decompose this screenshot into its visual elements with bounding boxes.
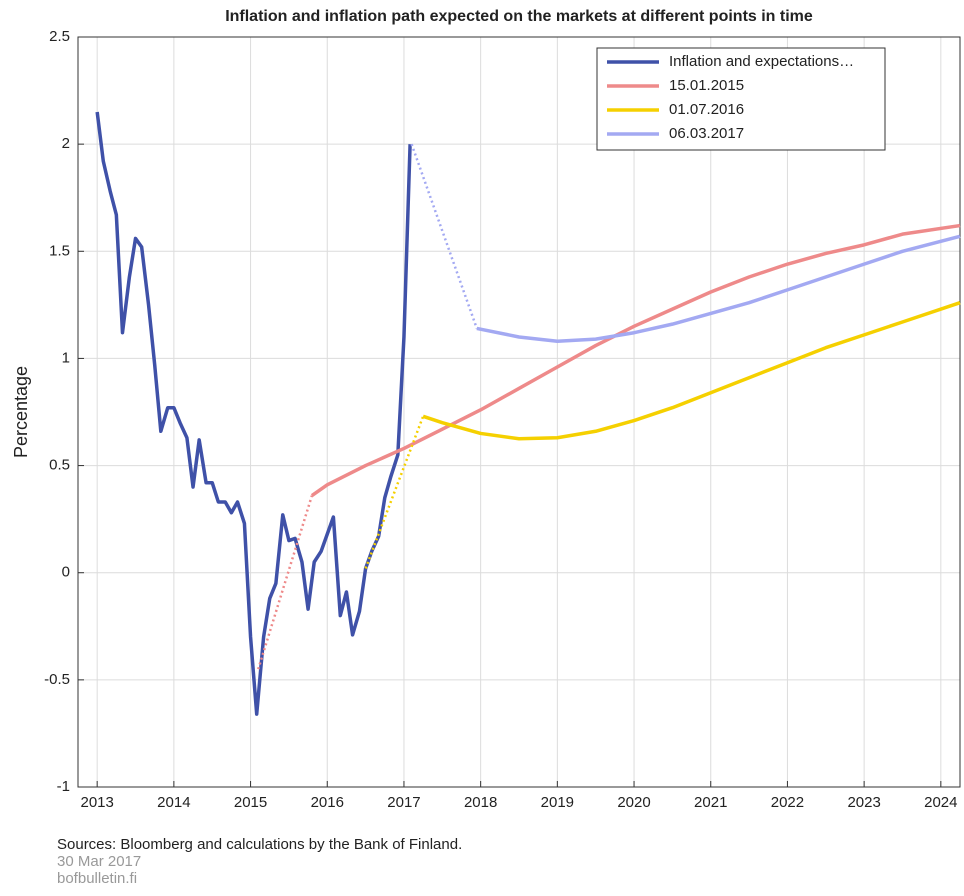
x-tick-label: 2013 xyxy=(80,794,113,811)
connector-line xyxy=(257,495,314,670)
y-tick-label: 0.5 xyxy=(49,457,70,474)
chart-title: Inflation and inflation path expected on… xyxy=(225,8,813,25)
x-tick-label: 2015 xyxy=(234,794,267,811)
legend-label: Inflation and expectations… xyxy=(669,53,854,70)
legend-label: 15.01.2015 xyxy=(669,77,744,94)
y-tick-label: 2.5 xyxy=(49,28,70,45)
date-note: 30 Mar 2017 xyxy=(57,853,141,870)
plot-frame xyxy=(77,36,961,788)
x-tick-label: 2020 xyxy=(617,794,650,811)
x-tick-label: 2023 xyxy=(847,794,880,811)
x-tick-label: 2014 xyxy=(157,794,190,811)
x-tick-label: 2017 xyxy=(387,794,420,811)
y-tick-label: 1 xyxy=(62,349,70,366)
plot-area xyxy=(78,37,960,787)
x-tick-label: 2018 xyxy=(464,794,497,811)
y-tick-label: 0 xyxy=(62,564,70,581)
series-line xyxy=(422,301,961,441)
y-tick-label: 2 xyxy=(62,135,70,152)
y-tick-label: -0.5 xyxy=(44,671,70,688)
source-note: Sources: Bloomberg and calculations by t… xyxy=(57,836,462,853)
y-tick-label: -1 xyxy=(57,778,70,795)
series-line xyxy=(95,111,412,716)
x-tick-label: 2024 xyxy=(924,794,957,811)
connector-line xyxy=(364,415,425,569)
legend-label: 01.07.2016 xyxy=(669,101,744,118)
y-tick-label: 1.5 xyxy=(49,242,70,259)
site-note: bofbulletin.fi xyxy=(57,870,137,887)
x-tick-label: 2022 xyxy=(771,794,804,811)
legend-label: 06.03.2017 xyxy=(669,125,744,142)
x-tick-label: 2016 xyxy=(311,794,344,811)
x-tick-label: 2019 xyxy=(541,794,574,811)
series-line xyxy=(476,234,961,344)
y-axis-label: Percentage xyxy=(11,366,31,458)
x-tick-label: 2021 xyxy=(694,794,727,811)
